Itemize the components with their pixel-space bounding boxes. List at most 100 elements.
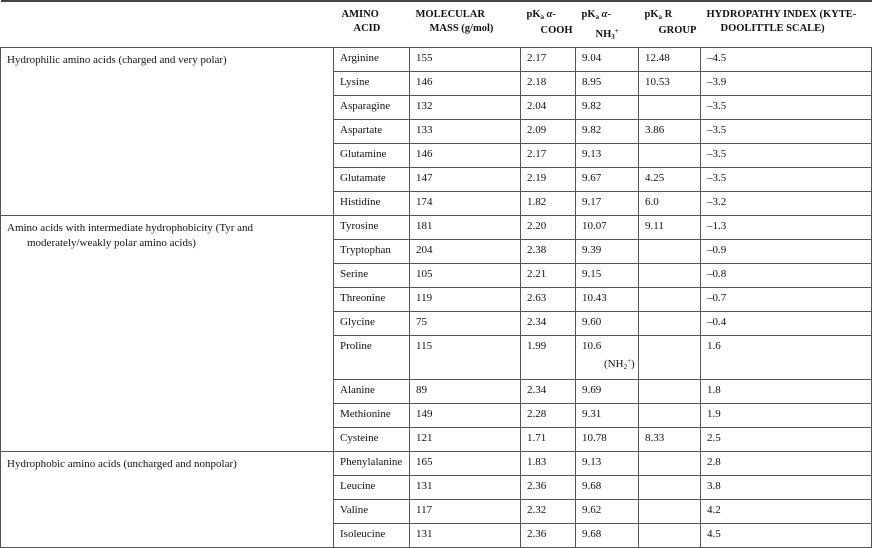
amino-acid-name: Glutamine (333, 143, 410, 168)
molecular-mass: 89 (409, 379, 521, 404)
hydropathy-index: –0.9 (700, 239, 872, 264)
hydropathy-index: –3.9 (700, 71, 872, 96)
pka-r-group (638, 263, 701, 288)
pka-r-group (638, 143, 701, 168)
pka-nh3-value: 9.62 (582, 504, 602, 516)
molecular-mass: 146 (409, 143, 521, 168)
amino-acid-name: Valine (333, 499, 410, 524)
amino-acid-name: Aspartate (333, 119, 410, 144)
pka-cooh: 2.17 (520, 47, 576, 72)
pka-r-group (638, 451, 701, 476)
pka-nh3-value: 9.68 (582, 528, 602, 540)
table-row: Glycine 75 2.34 9.60 –0.4 (1, 311, 872, 336)
pka-nh3-value: 9.13 (582, 148, 602, 160)
pka-nh3: 9.13 (575, 451, 639, 476)
hydropathy-index: –0.8 (700, 263, 872, 288)
pka-nh3: 9.31 (575, 403, 639, 428)
table-row: Methionine 149 2.28 9.31 1.9 (1, 403, 872, 428)
group-label-line: Hydrophobic amino acids (uncharged and n… (7, 458, 237, 470)
molecular-mass: 132 (409, 95, 521, 120)
note-text: ) (631, 358, 635, 370)
pka-r-group (638, 287, 701, 312)
amino-acid-name: Alanine (333, 379, 410, 404)
header-group (0, 1, 334, 48)
molecular-mass: 149 (409, 403, 521, 428)
header-pka-nh3: pKa α- NH3+ (575, 1, 639, 48)
pka-nh3: 8.95 (575, 71, 639, 96)
molecular-mass: 155 (409, 47, 521, 72)
hydropathy-index: –1.3 (700, 215, 872, 240)
pka-r-group (638, 499, 701, 524)
pka-nh3: 9.82 (575, 95, 639, 120)
hydropathy-index: 4.2 (700, 499, 872, 524)
header-pka-r-group: pKa R GROUP (638, 1, 701, 48)
amino-acid-name: Glycine (333, 311, 410, 336)
table-row: Proline 115 1.99 10.6 (NH2+) 1.6 (1, 335, 872, 380)
molecular-mass: 165 (409, 451, 521, 476)
group-label: Amino acids with intermediate hydrophobi… (0, 215, 334, 452)
hydropathy-index: –3.5 (700, 143, 872, 168)
pka-nh3: 9.62 (575, 499, 639, 524)
pka-cooh: 2.18 (520, 71, 576, 96)
amino-acid-name: Leucine (333, 475, 410, 500)
amino-acid-name: Tryptophan (333, 239, 410, 264)
molecular-mass: 133 (409, 119, 521, 144)
pka-cooh: 2.19 (520, 167, 576, 192)
molecular-mass: 105 (409, 263, 521, 288)
pka-r-group (638, 239, 701, 264)
pka-r-group (638, 335, 701, 380)
molecular-mass: 121 (409, 427, 521, 452)
hydropathy-index: 3.8 (700, 475, 872, 500)
pka-r-group (638, 379, 701, 404)
pka-cooh: 2.17 (520, 143, 576, 168)
group-label-line: moderately/weakly polar amino acids) (27, 237, 196, 249)
hydropathy-index: –0.4 (700, 311, 872, 336)
pka-nh3: 9.17 (575, 191, 639, 216)
table-row: Asparagine 132 2.04 9.82 –3.5 (1, 95, 872, 120)
pka-nh3-value: 9.15 (582, 268, 602, 280)
amino-acid-name: Cysteine (333, 427, 410, 452)
pka-cooh: 2.34 (520, 379, 576, 404)
table-row: Valine 117 2.32 9.62 4.2 (1, 499, 872, 524)
molecular-mass: 174 (409, 191, 521, 216)
pka-nh3-value: 9.39 (582, 244, 602, 256)
pka-cooh: 2.32 (520, 499, 576, 524)
pka-cooh: 1.99 (520, 335, 576, 380)
hydropathy-index: 2.5 (700, 427, 872, 452)
amino-acid-name: Phenylalanine (333, 451, 410, 476)
pka-nh3-value: 10.43 (582, 292, 607, 304)
hydropathy-index: 1.6 (700, 335, 872, 380)
pka-r-group (638, 311, 701, 336)
pka-r-group: 10.53 (638, 71, 701, 96)
table-row: Amino acids with intermediate hydrophobi… (0, 215, 872, 452)
header-row: AMINO ACID MOLECULAR MASS (g/mol) pKa α- CO… (0, 1, 872, 48)
pka-r-group (638, 95, 701, 120)
header-molecular-mass: MOLECULAR MASS (g/mol) (409, 1, 521, 48)
header-pka-cooh: pKa α- COOH (520, 1, 576, 48)
pka-cooh: 1.71 (520, 427, 576, 452)
note-sub: 2 (623, 363, 628, 371)
pka-nh3-value: 8.95 (582, 76, 602, 88)
table-row: Aspartate 133 2.09 9.82 3.86 –3.5 (1, 119, 872, 144)
pka-nh3-value: 9.67 (582, 172, 602, 184)
pka-r-group: 6.0 (638, 191, 701, 216)
amino-acid-name: Threonine (333, 287, 410, 312)
amino-acid-name: Asparagine (333, 95, 410, 120)
pka-nh3-value: 9.69 (582, 384, 602, 396)
molecular-mass: 119 (409, 287, 521, 312)
pka-cooh: 2.28 (520, 403, 576, 428)
pka-nh3-value: 10.6 (582, 340, 602, 352)
pka-cooh: 2.34 (520, 311, 576, 336)
pka-cooh: 2.36 (520, 523, 576, 548)
table-row: Hydrophobic amino acids (uncharged and n… (0, 451, 872, 548)
pka-nh3-note: (NH2+) (582, 354, 635, 375)
molecular-mass: 147 (409, 167, 521, 192)
pka-nh3-value: 9.31 (582, 408, 602, 420)
pka-cooh: 2.63 (520, 287, 576, 312)
table-row: Lysine 146 2.18 8.95 10.53 –3.9 (1, 71, 872, 96)
pka-cooh: 2.04 (520, 95, 576, 120)
hydropathy-index: 1.9 (700, 403, 872, 428)
pka-nh3: 10.43 (575, 287, 639, 312)
pka-nh3: 9.68 (575, 523, 639, 548)
note-sup: + (627, 357, 632, 365)
